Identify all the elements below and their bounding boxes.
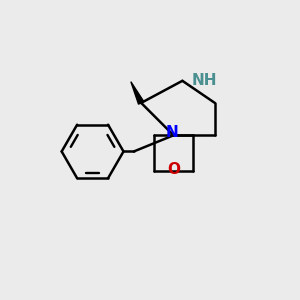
Text: O: O bbox=[167, 162, 180, 177]
Text: N: N bbox=[166, 125, 178, 140]
Text: NH: NH bbox=[192, 73, 217, 88]
Polygon shape bbox=[131, 82, 144, 104]
